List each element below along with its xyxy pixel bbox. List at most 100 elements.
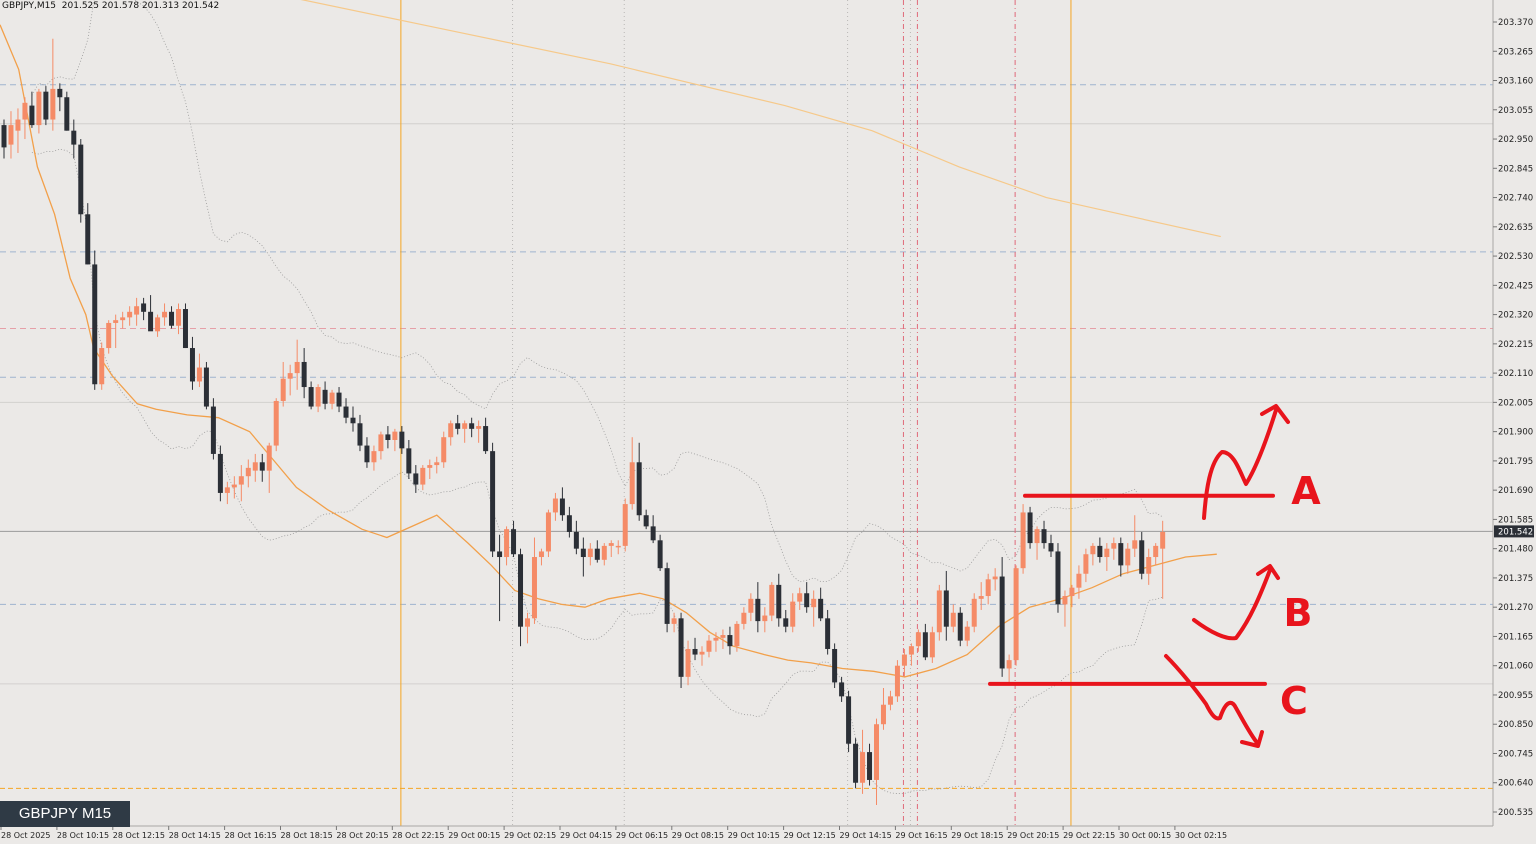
candle[interactable]	[748, 593, 754, 622]
candle[interactable]	[448, 420, 454, 446]
candle[interactable]	[853, 738, 859, 789]
candle[interactable]	[455, 414, 461, 435]
candle[interactable]	[1097, 537, 1103, 563]
candle[interactable]	[573, 520, 579, 555]
candle[interactable]	[511, 520, 517, 558]
candle[interactable]	[490, 442, 496, 558]
candle[interactable]	[308, 381, 314, 410]
candle[interactable]	[664, 562, 670, 633]
candle[interactable]	[99, 342, 105, 390]
candle[interactable]	[992, 568, 998, 591]
candle[interactable]	[971, 593, 977, 633]
candle[interactable]	[839, 676, 845, 702]
candle[interactable]	[657, 534, 663, 571]
candle[interactable]	[287, 364, 293, 396]
candle[interactable]	[1, 119, 7, 159]
candle[interactable]	[1055, 543, 1061, 613]
candle[interactable]	[315, 384, 321, 413]
candle[interactable]	[350, 406, 356, 432]
candle[interactable]	[273, 398, 279, 452]
candle[interactable]	[699, 646, 705, 666]
candle[interactable]	[832, 643, 838, 688]
candle[interactable]	[29, 91, 35, 128]
candle[interactable]	[797, 587, 803, 610]
candle[interactable]	[196, 353, 202, 388]
candle[interactable]	[189, 336, 195, 390]
candle[interactable]	[336, 387, 342, 413]
candle[interactable]	[964, 621, 970, 647]
candle[interactable]	[155, 314, 161, 337]
candle[interactable]	[880, 687, 886, 730]
candle[interactable]	[203, 361, 209, 410]
candle[interactable]	[497, 534, 503, 622]
candle[interactable]	[413, 465, 419, 493]
candle[interactable]	[643, 509, 649, 530]
candle[interactable]	[224, 481, 230, 505]
candle[interactable]	[120, 311, 126, 329]
candle[interactable]	[148, 295, 154, 332]
candle[interactable]	[552, 492, 558, 521]
candle[interactable]	[1041, 520, 1047, 549]
candle[interactable]	[769, 582, 775, 622]
candle[interactable]	[685, 640, 691, 686]
candle[interactable]	[929, 626, 935, 663]
candle[interactable]	[601, 543, 607, 566]
candle[interactable]	[371, 445, 377, 471]
candle[interactable]	[364, 437, 370, 468]
candle[interactable]	[559, 487, 565, 521]
candle[interactable]	[280, 361, 286, 407]
candle[interactable]	[343, 398, 349, 424]
candle[interactable]	[867, 743, 873, 786]
candle[interactable]	[469, 417, 475, 438]
candle[interactable]	[950, 604, 956, 633]
candle[interactable]	[106, 320, 112, 354]
candle[interactable]	[727, 626, 733, 655]
candle[interactable]	[860, 729, 866, 794]
candle[interactable]	[64, 91, 70, 131]
candle[interactable]	[1048, 534, 1054, 558]
candle[interactable]	[720, 629, 726, 649]
candle[interactable]	[1069, 584, 1075, 608]
candle[interactable]	[259, 453, 265, 482]
candle[interactable]	[776, 573, 782, 627]
candle[interactable]	[538, 548, 544, 566]
candle[interactable]	[1125, 543, 1131, 574]
candle[interactable]	[783, 609, 789, 633]
candle[interactable]	[420, 465, 426, 491]
candle[interactable]	[1090, 543, 1096, 566]
candle[interactable]	[238, 465, 244, 502]
candle[interactable]	[706, 635, 712, 658]
candle[interactable]	[462, 420, 468, 443]
candle[interactable]	[650, 515, 656, 544]
candle[interactable]	[169, 306, 175, 329]
candle[interactable]	[1034, 526, 1040, 560]
candle[interactable]	[134, 297, 140, 326]
candle[interactable]	[1139, 531, 1145, 580]
candle[interactable]	[217, 445, 223, 502]
candle[interactable]	[85, 203, 91, 265]
candle[interactable]	[1111, 537, 1117, 560]
candle[interactable]	[636, 442, 642, 521]
candle[interactable]	[1153, 543, 1159, 566]
candle[interactable]	[594, 540, 600, 563]
candle[interactable]	[1027, 506, 1033, 549]
candle[interactable]	[887, 690, 893, 711]
candle[interactable]	[385, 426, 391, 449]
candle[interactable]	[176, 303, 181, 335]
candle[interactable]	[545, 509, 551, 558]
candle[interactable]	[231, 476, 237, 499]
candle[interactable]	[678, 612, 684, 688]
candle[interactable]	[615, 540, 621, 555]
candle[interactable]	[518, 548, 524, 647]
candle[interactable]	[755, 582, 761, 633]
candle[interactable]	[113, 314, 119, 349]
candle[interactable]	[329, 389, 335, 410]
candle[interactable]	[922, 623, 928, 661]
candle[interactable]	[1146, 548, 1152, 585]
candle[interactable]	[734, 621, 740, 652]
candle[interactable]	[1160, 520, 1166, 599]
candle[interactable]	[901, 648, 907, 677]
candle[interactable]	[392, 428, 398, 452]
candle[interactable]	[531, 537, 537, 624]
